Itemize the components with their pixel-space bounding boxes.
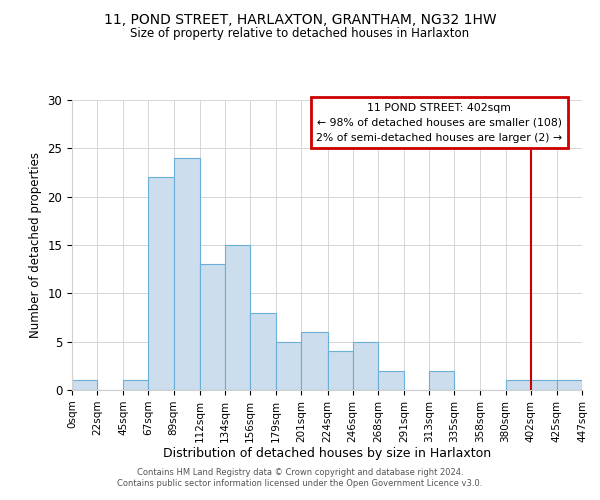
Bar: [250, 312, 276, 390]
Bar: [530, 380, 557, 390]
Bar: [301, 332, 328, 390]
Bar: [225, 245, 250, 390]
Bar: [200, 264, 225, 390]
Bar: [557, 380, 582, 390]
Bar: [429, 370, 454, 390]
Text: 11, POND STREET, HARLAXTON, GRANTHAM, NG32 1HW: 11, POND STREET, HARLAXTON, GRANTHAM, NG…: [104, 12, 496, 26]
Bar: [148, 178, 173, 390]
Bar: [124, 380, 148, 390]
X-axis label: Distribution of detached houses by size in Harlaxton: Distribution of detached houses by size …: [163, 448, 491, 460]
Bar: [72, 380, 97, 390]
Bar: [328, 352, 353, 390]
Bar: [506, 380, 530, 390]
Text: Size of property relative to detached houses in Harlaxton: Size of property relative to detached ho…: [130, 28, 470, 40]
Bar: [378, 370, 404, 390]
Text: Contains HM Land Registry data © Crown copyright and database right 2024.
Contai: Contains HM Land Registry data © Crown c…: [118, 468, 482, 487]
Text: 11 POND STREET: 402sqm
← 98% of detached houses are smaller (108)
2% of semi-det: 11 POND STREET: 402sqm ← 98% of detached…: [316, 103, 562, 142]
Bar: [173, 158, 200, 390]
Bar: [276, 342, 301, 390]
Y-axis label: Number of detached properties: Number of detached properties: [29, 152, 42, 338]
Bar: [353, 342, 378, 390]
